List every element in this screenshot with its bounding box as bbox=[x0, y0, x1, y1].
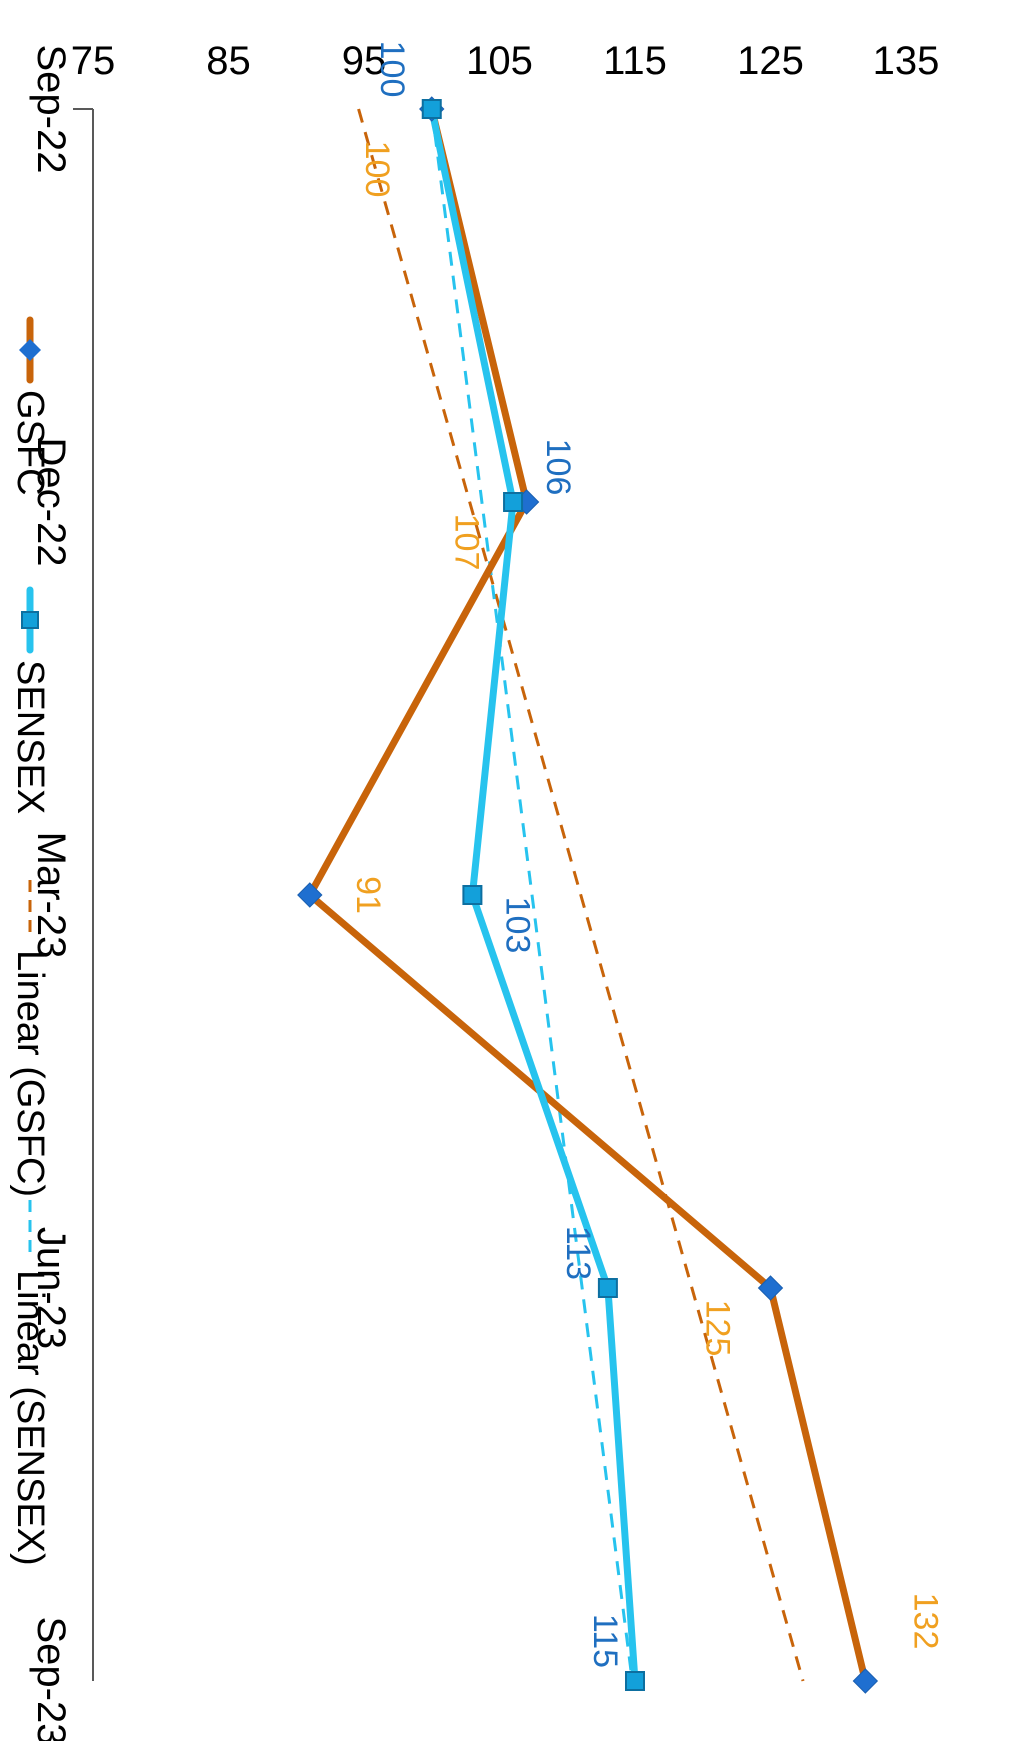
data-label: 103 bbox=[498, 897, 536, 954]
legend-marker bbox=[22, 612, 38, 628]
data-label: 115 bbox=[586, 1614, 624, 1668]
y-tick-label: 125 bbox=[737, 39, 804, 83]
data-label: 125 bbox=[699, 1300, 737, 1357]
data-label: 100 bbox=[358, 141, 396, 198]
data-point bbox=[463, 886, 481, 904]
data-label: 132 bbox=[906, 1593, 944, 1650]
x-tick-label: Sep-23 bbox=[29, 1617, 73, 1741]
data-labels: 100 107 91 125 132 100 106 103 113 115 bbox=[349, 41, 945, 1668]
data-point bbox=[504, 493, 522, 511]
series-line bbox=[310, 109, 866, 1681]
data-point bbox=[599, 1279, 617, 1297]
x-tick-label: Mar-23 bbox=[29, 832, 73, 959]
data-label: 100 bbox=[373, 41, 411, 98]
y-tick-label: 85 bbox=[206, 39, 251, 83]
trendlines bbox=[359, 109, 803, 1681]
trendline bbox=[359, 109, 803, 1681]
series-lines bbox=[310, 109, 866, 1681]
data-point bbox=[853, 1669, 877, 1693]
legend-label: Linear (SENSEX) bbox=[9, 1270, 51, 1566]
legend-marker bbox=[19, 339, 41, 361]
data-label: 113 bbox=[559, 1226, 597, 1280]
legend-label: SENSEX bbox=[9, 660, 51, 814]
data-label: 107 bbox=[448, 514, 486, 571]
legend-label: GSFC bbox=[9, 390, 51, 496]
trendline bbox=[432, 109, 633, 1681]
y-tick-label: 105 bbox=[466, 39, 533, 83]
data-label: 106 bbox=[539, 439, 577, 496]
y-tick-label: 135 bbox=[873, 39, 940, 83]
data-point bbox=[626, 1672, 644, 1690]
y-tick-label: 75 bbox=[71, 39, 116, 83]
y-tick-label: 115 bbox=[603, 39, 667, 83]
x-tick-label: Sep-22 bbox=[29, 45, 73, 174]
data-label: 91 bbox=[349, 876, 387, 914]
legend-label: Linear (GSFC) bbox=[9, 950, 51, 1197]
data-point bbox=[423, 100, 441, 118]
